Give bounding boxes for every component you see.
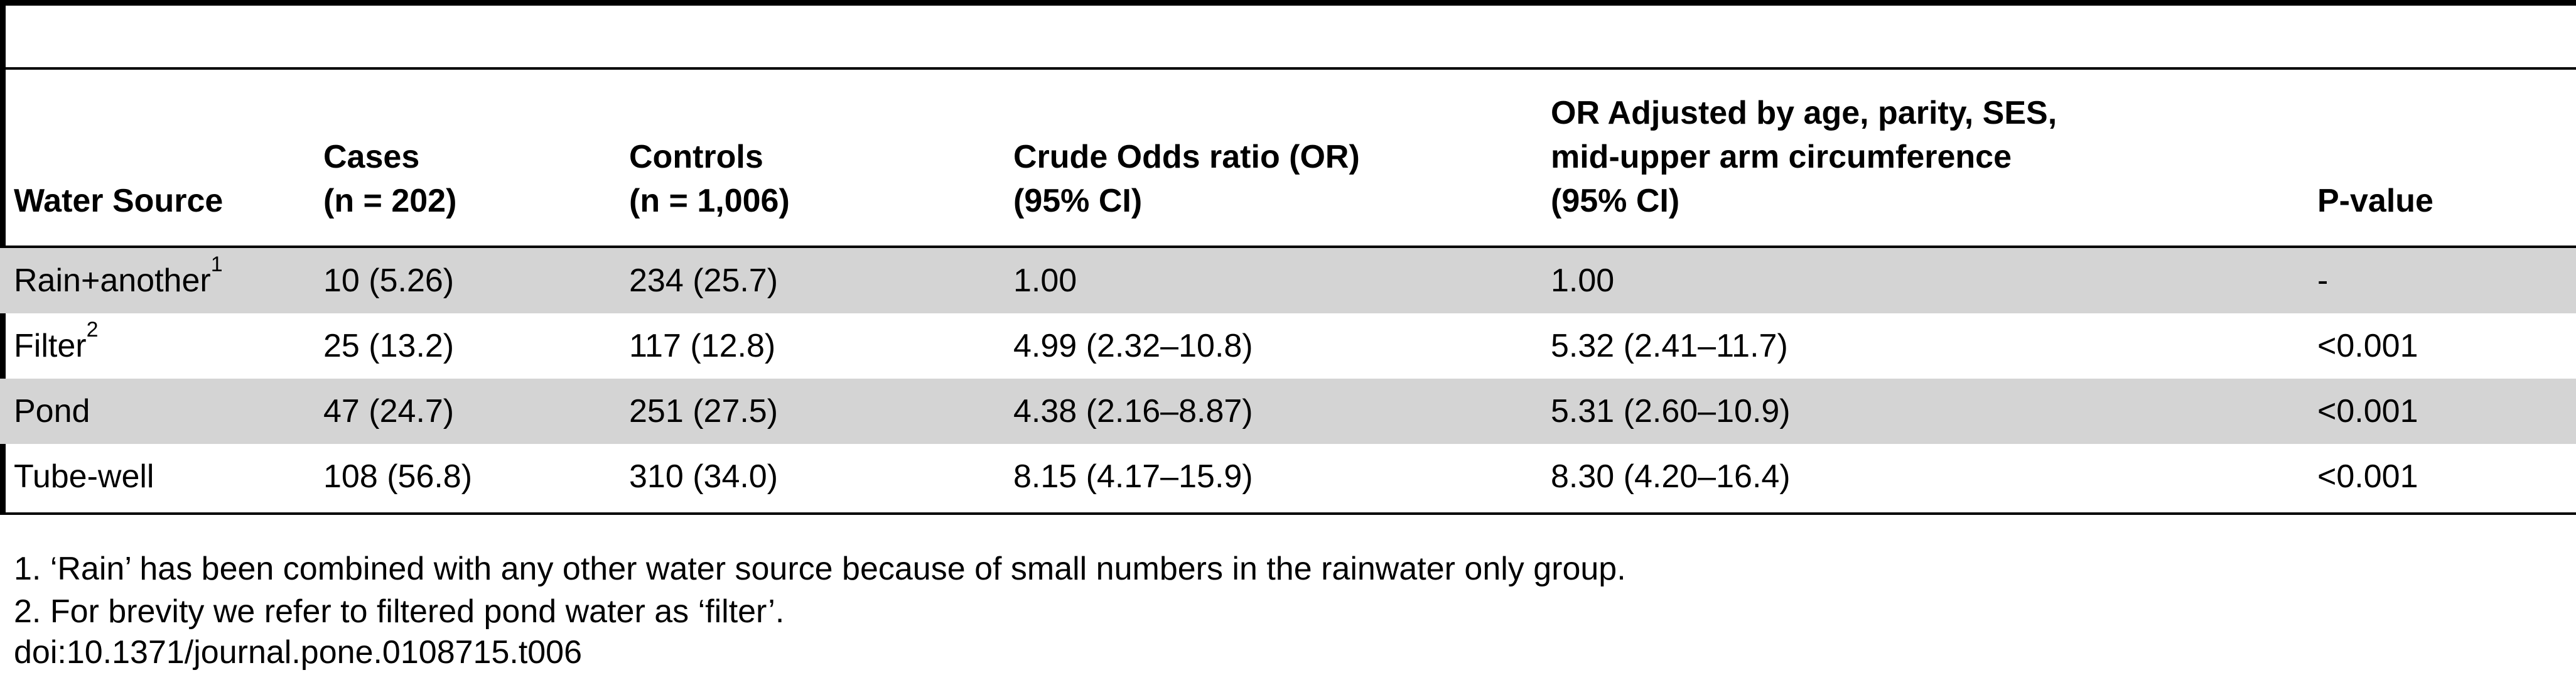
doi-text: doi:10.1371/journal.pone.0108715.t006 [14,634,583,671]
cell-crude-or: 4.38 (2.16–8.87) [1013,393,1253,429]
cell-crude-or: 8.15 (4.17–15.9) [1013,458,1253,495]
cell-crude-or: 4.99 (2.32–10.8) [1013,328,1253,364]
cell-water-source: Tube-well [14,458,154,495]
table-row: Rain+another1 10 (5.26) 234 (25.7) 1.00 … [0,248,2576,313]
cell-cases: 108 (56.8) [323,458,473,495]
cell-cases: 10 (5.26) [323,262,455,299]
cell-cases: 25 (13.2) [323,328,455,364]
header-controls-line2: (n = 1,006) [629,183,790,219]
header-crude-or-line1: Crude Odds ratio (OR) [1013,139,1360,175]
header-controls-line1: Controls [629,139,763,175]
header-adjusted-or-line2: mid-upper arm circumference [1551,139,2012,175]
cell-p-value: <0.001 [2317,458,2418,495]
footnote-2: 2. For brevity we refer to filtered pond… [14,593,785,630]
cell-water-source: Filter2 [14,317,99,364]
footnote-mark: 1 [210,252,223,276]
cell-p-value: <0.001 [2317,393,2418,429]
top-rule [0,0,2576,6]
cell-controls: 234 (25.7) [629,262,779,299]
cell-adjusted-or: 5.31 (2.60–10.9) [1551,393,1791,429]
cell-cases: 47 (24.7) [323,393,455,429]
header-adjusted-or-line1: OR Adjusted by age, parity, SES, [1551,95,2057,131]
header-cases-line1: Cases [323,139,420,175]
cell-controls: 310 (34.0) [629,458,779,495]
cell-water-source: Pond [14,393,90,429]
cell-controls: 251 (27.5) [629,393,779,429]
cell-adjusted-or: 8.30 (4.20–16.4) [1551,458,1791,495]
header-adjusted-or-line3: (95% CI) [1551,183,1680,219]
header-cases-line2: (n = 202) [323,183,457,219]
cell-p-value: <0.001 [2317,328,2418,364]
cell-crude-or: 1.00 [1013,262,1077,299]
cell-adjusted-or: 5.32 (2.41–11.7) [1551,328,1788,364]
table-bottom-rule [0,512,2576,515]
header-crude-or-line2: (95% CI) [1013,183,1143,219]
cell-p-value: - [2317,262,2329,299]
table-row: Filter2 25 (13.2) 117 (12.8) 4.99 (2.32–… [0,313,2576,379]
cell-adjusted-or: 1.00 [1551,262,1615,299]
footnote-mark: 2 [86,317,99,342]
table-row: Tube-well 108 (56.8) 310 (34.0) 8.15 (4.… [0,444,2576,509]
cell-water-source: Rain+another1 [14,252,223,299]
cell-controls: 117 (12.8) [629,328,776,364]
header-top-rule [0,67,2576,70]
header-water-source: Water Source [14,183,224,219]
header-p-value: P-value [2317,183,2433,219]
table-row: Pond 47 (24.7) 251 (27.5) 4.38 (2.16–8.8… [0,379,2576,444]
footnote-1: 1. ‘Rain’ has been combined with any oth… [14,551,1626,587]
header-bottom-rule [0,246,2576,248]
